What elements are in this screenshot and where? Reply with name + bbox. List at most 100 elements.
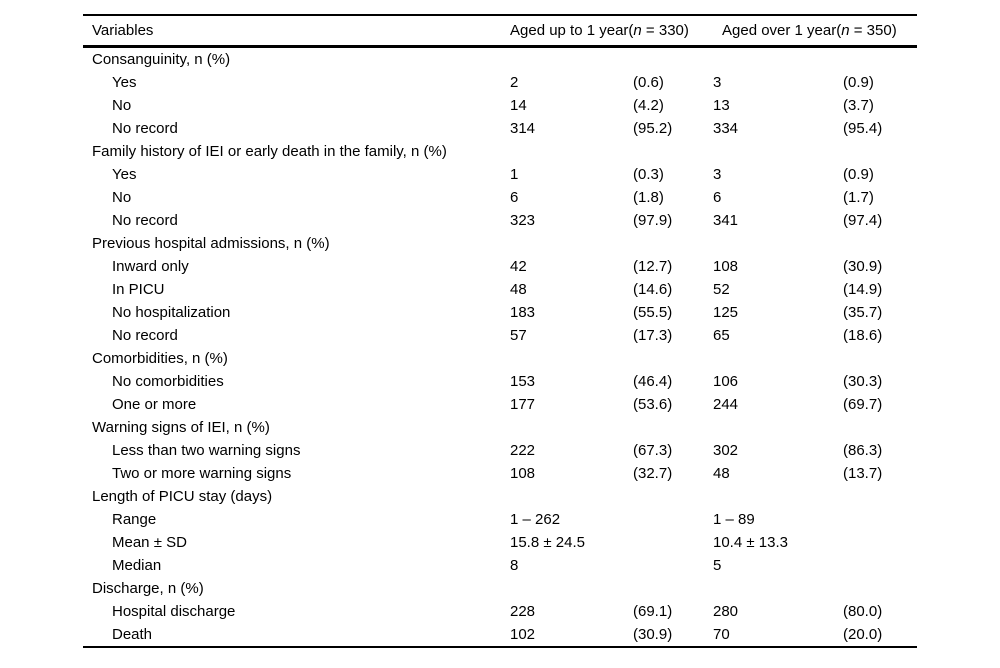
value-pct-under1: (17.3) (633, 327, 673, 344)
value-n-over1: 280 (713, 603, 739, 620)
value-n-over1: 106 (713, 373, 739, 390)
value-n-over1: 13 (713, 97, 730, 114)
value-n-over1: 48 (713, 465, 730, 482)
table-row: One or more 177 (53.6) 244 (69.7) (83, 393, 917, 416)
value-n-over1: 1 – 89 (713, 511, 755, 528)
value-n-under1: 102 (510, 626, 536, 643)
value-n-over1: 334 (713, 120, 739, 137)
section-row: Consanguinity, n (%) (83, 48, 917, 71)
value-pct-over1: (30.9) (843, 258, 883, 275)
row-label: No record (112, 327, 178, 344)
table-row: No record 57 (17.3) 65 (18.6) (83, 324, 917, 347)
table-row: Yes 2 (0.6) 3 (0.9) (83, 71, 917, 94)
table-row: No 14 (4.2) 13 (3.7) (83, 94, 917, 117)
section-row: Previous hospital admissions, n (%) (83, 232, 917, 255)
value-pct-under1: (53.6) (633, 396, 673, 413)
value-n-under1: 228 (510, 603, 536, 620)
row-label: No hospitalization (112, 304, 231, 321)
section-row: Warning signs of IEI, n (%) (83, 416, 917, 439)
table-row: Median 8 5 (83, 554, 917, 577)
value-pct-under1: (55.5) (633, 304, 673, 321)
value-pct-under1: (69.1) (633, 603, 673, 620)
value-pct-over1: (13.7) (843, 465, 883, 482)
value-n-under1: 153 (510, 373, 536, 390)
table-row: Range 1 – 262 1 – 89 (83, 508, 917, 531)
value-n-under1: 14 (510, 97, 527, 114)
row-label: Mean ± SD (112, 534, 187, 551)
row-label: No (112, 189, 132, 206)
section-label: Consanguinity, n (%) (92, 51, 231, 68)
value-n-under1: 183 (510, 304, 536, 321)
column-header-aged-up-to-1-year: Aged up to 1 year(n = 330) (510, 22, 713, 39)
row-label: No (112, 97, 132, 114)
section-label: Family history of IEI or early death in … (92, 143, 447, 160)
row-label: Two or more warning signs (112, 465, 292, 482)
section-label: Warning signs of IEI, n (%) (92, 419, 270, 436)
row-label: Death (112, 626, 153, 643)
value-pct-over1: (80.0) (843, 603, 883, 620)
table-row: Less than two warning signs 222 (67.3) 302 (… (83, 439, 917, 462)
value-n-over1: 302 (713, 442, 739, 459)
value-n-over1: 65 (713, 327, 730, 344)
section-row: Family history of IEI or early death in … (83, 140, 917, 163)
section-label: Length of PICU stay (days) (92, 488, 273, 505)
row-label: Median (112, 557, 162, 574)
value-pct-over1: (69.7) (843, 396, 883, 413)
value-pct-over1: (1.7) (843, 189, 874, 206)
value-pct-under1: (14.6) (633, 281, 673, 298)
table-row: No hospitalization 183 (55.5) 125 (35.7) (83, 301, 917, 324)
value-pct-under1: (4.2) (633, 97, 664, 114)
value-n-over1: 108 (713, 258, 739, 275)
column-header-variables: Variables (92, 22, 154, 39)
row-label: No record (112, 212, 178, 229)
value-pct-under1: (0.6) (633, 74, 664, 91)
table-row: Inward only 42 (12.7) 108 (30.9) (83, 255, 917, 278)
value-n-over1: 5 (713, 557, 722, 574)
table-row: No record 323 (97.9) 341 (97.4) (83, 209, 917, 232)
value-pct-over1: (0.9) (843, 74, 874, 91)
table-row: Hospital discharge 228 (69.1) 280 (80.0) (83, 600, 917, 623)
value-pct-over1: (18.6) (843, 327, 883, 344)
value-pct-over1: (35.7) (843, 304, 883, 321)
table-row: No record 314 (95.2) 334 (95.4) (83, 117, 917, 140)
value-pct-over1: (86.3) (843, 442, 883, 459)
section-row: Discharge, n (%) (83, 577, 917, 600)
value-n-over1: 3 (713, 166, 722, 183)
table-header-row: Variables Aged up to 1 year(n = 330) Age… (83, 16, 917, 48)
group1-n-symbol: n (633, 22, 642, 39)
section-row: Comorbidities, n (%) (83, 347, 917, 370)
table-row: Yes 1 (0.3) 3 (0.9) (83, 163, 917, 186)
section-label: Comorbidities, n (%) (92, 350, 228, 367)
value-n-under1: 314 (510, 120, 536, 137)
row-label: Less than two warning signs (112, 442, 301, 459)
group2-suffix: = 350) (849, 22, 897, 39)
value-n-under1: 15.8 ± 24.5 (510, 534, 585, 551)
value-pct-under1: (46.4) (633, 373, 673, 390)
group1-prefix: Aged up to 1 year( (510, 22, 634, 39)
table-row: Mean ± SD 15.8 ± 24.5 10.4 ± 13.3 (83, 531, 917, 554)
value-pct-over1: (0.9) (843, 166, 874, 183)
group2-prefix: Aged over 1 year( (722, 22, 842, 39)
row-label: No record (112, 120, 178, 137)
value-n-over1: 52 (713, 281, 730, 298)
value-n-over1: 341 (713, 212, 739, 229)
column-header-aged-over-1-year: Aged over 1 year(n = 350) (713, 22, 917, 39)
value-pct-under1: (1.8) (633, 189, 664, 206)
group2-n-symbol: n (841, 22, 850, 39)
value-pct-under1: (95.2) (633, 120, 673, 137)
value-n-under1: 108 (510, 465, 536, 482)
value-n-under1: 57 (510, 327, 527, 344)
value-n-under1: 42 (510, 258, 527, 275)
table-row: Death 102 (30.9) 70 (20.0) (83, 623, 917, 646)
value-pct-over1: (30.3) (843, 373, 883, 390)
value-pct-under1: (0.3) (633, 166, 664, 183)
value-n-over1: 6 (713, 189, 722, 206)
value-n-under1: 222 (510, 442, 536, 459)
value-pct-over1: (20.0) (843, 626, 883, 643)
row-label: In PICU (112, 281, 165, 298)
value-pct-over1: (95.4) (843, 120, 883, 137)
section-row: Length of PICU stay (days) (83, 485, 917, 508)
table-row: In PICU 48 (14.6) 52 (14.9) (83, 278, 917, 301)
value-n-over1: 244 (713, 396, 739, 413)
value-pct-under1: (12.7) (633, 258, 673, 275)
